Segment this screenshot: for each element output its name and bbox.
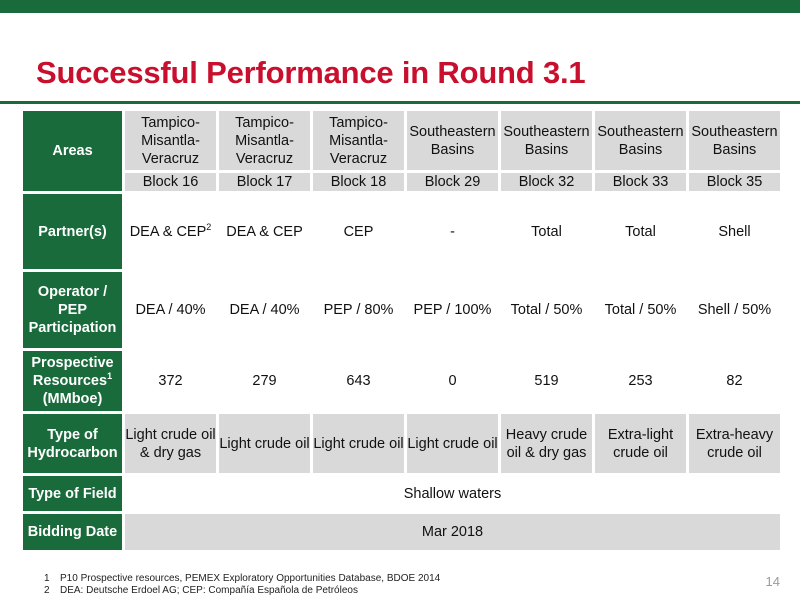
hydrocarbon-cell: Extra-heavy crude oil	[689, 414, 780, 473]
partner-cell: Shell	[689, 194, 780, 269]
row-header-field: Type of Field	[23, 476, 122, 511]
block-cell: Block 16	[125, 173, 216, 191]
resources-cell: 0	[407, 351, 498, 411]
top-brand-band	[0, 0, 800, 13]
block-cell: Block 35	[689, 173, 780, 191]
block-cell: Block 18	[313, 173, 404, 191]
resources-row: Prospective Resources1 (MMboe) 372 279 64…	[23, 351, 780, 411]
block-cell: Block 29	[407, 173, 498, 191]
block-cell: Block 32	[501, 173, 592, 191]
area-cell: Tampico-Misantla-Veracruz	[219, 111, 310, 170]
partner-name: DEA & CEP	[129, 223, 207, 240]
resources-cell: 279	[219, 351, 310, 411]
hydrocarbon-cell: Light crude oil	[407, 414, 498, 473]
partner-cell: CEP	[313, 194, 404, 269]
partner-cell: Total	[501, 194, 592, 269]
resources-cell: 519	[501, 351, 592, 411]
operator-cell: Total / 50%	[595, 272, 686, 348]
block-cell: Block 33	[595, 173, 686, 191]
partner-cell: -	[407, 194, 498, 269]
areas-row: Areas Tampico-Misantla-Veracruz Tampico-…	[23, 111, 780, 191]
partner-cell: DEA & CEP	[219, 194, 310, 269]
footnote-number: 2	[44, 585, 50, 596]
row-header-operator: Operator / PEP Participation	[23, 272, 122, 348]
footnote-text: P10 Prospective resources, PEMEX Explora…	[60, 573, 441, 584]
footnotes: 1 P10 Prospective resources, PEMEX Explor…	[44, 573, 441, 597]
resources-cell: 372	[125, 351, 216, 411]
resources-cell: 253	[595, 351, 686, 411]
bidding-date-cell: Mar 2018	[125, 514, 780, 550]
field-type-cell: Shallow waters	[125, 476, 780, 511]
operator-cell: DEA / 40%	[125, 272, 216, 348]
footnote-text: DEA: Deutsche Erdoel AG; CEP: Compañía E…	[60, 585, 358, 596]
operator-row: Operator / PEP Participation DEA / 40% D…	[23, 272, 780, 348]
resources-label: Prospective Resources	[31, 355, 114, 389]
row-header-areas: Areas	[23, 111, 122, 191]
area-cell: Southeastern Basins	[595, 111, 686, 170]
hydrocarbon-row: Type of Hydrocarbon Light crude oil & dr…	[23, 414, 780, 473]
hydrocarbon-cell: Light crude oil & dry gas	[125, 414, 216, 473]
title-divider	[0, 101, 800, 104]
row-header-partners: Partner(s)	[23, 194, 122, 269]
row-header-bidding: Bidding Date	[23, 514, 122, 550]
area-cell: Southeastern Basins	[501, 111, 592, 170]
resources-unit: (MMboe)	[42, 391, 103, 407]
hydrocarbon-cell: Heavy crude oil & dry gas	[501, 414, 592, 473]
footnote: 1 P10 Prospective resources, PEMEX Explor…	[44, 573, 441, 585]
resources-cell: 82	[689, 351, 780, 411]
slide-title: Successful Performance in Round 3.1	[36, 55, 586, 90]
footnote-marker: 1	[107, 371, 113, 382]
hydrocarbon-cell: Light crude oil	[219, 414, 310, 473]
footnote: 2 DEA: Deutsche Erdoel AG; CEP: Compañía …	[44, 585, 440, 597]
operator-cell: DEA / 40%	[219, 272, 310, 348]
row-header-resources: Prospective Resources1 (MMboe)	[23, 351, 122, 411]
field-type-row: Type of Field Shallow waters	[23, 476, 780, 511]
hydrocarbon-cell: Extra-light crude oil	[595, 414, 686, 473]
area-cell: Southeastern Basins	[407, 111, 498, 170]
resources-cell: 643	[313, 351, 404, 411]
partner-cell: DEA & CEP2	[125, 194, 216, 269]
area-cell: Southeastern Basins	[689, 111, 780, 170]
footnote-marker: 2	[206, 221, 212, 232]
partners-row: Partner(s) DEA & CEP2 DEA & CEP CEP - To…	[23, 194, 780, 269]
footnote-number: 1	[44, 573, 50, 584]
page-number: 14	[765, 574, 780, 589]
round-results-table: Areas Tampico-Misantla-Veracruz Tampico-…	[20, 108, 783, 553]
blocks-row: Block 16 Block 17 Block 18 Block 29 Bloc…	[23, 173, 780, 191]
bidding-row: Bidding Date Mar 2018	[23, 514, 780, 550]
block-cell: Block 17	[219, 173, 310, 191]
area-cell: Tampico-Misantla-Veracruz	[125, 111, 216, 170]
area-cell: Tampico-Misantla-Veracruz	[313, 111, 404, 170]
row-header-hydrocarbon: Type of Hydrocarbon	[23, 414, 122, 473]
operator-cell: PEP / 100%	[407, 272, 498, 348]
partner-cell: Total	[595, 194, 686, 269]
operator-cell: Shell / 50%	[689, 272, 780, 348]
hydrocarbon-cell: Light crude oil	[313, 414, 404, 473]
operator-cell: Total / 50%	[501, 272, 592, 348]
operator-cell: PEP / 80%	[313, 272, 404, 348]
